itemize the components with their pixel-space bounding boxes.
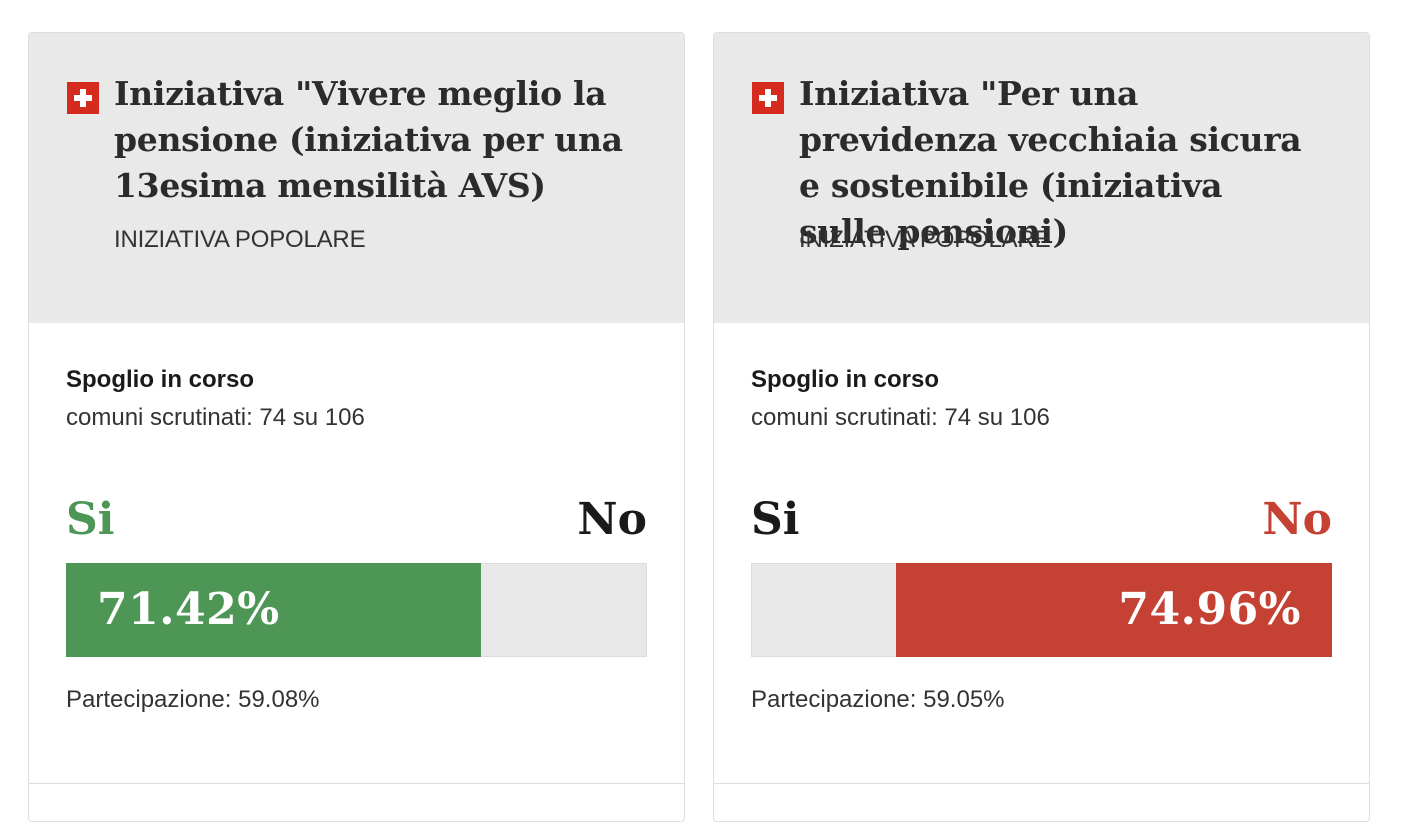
turnout: Partecipazione: 59.05% xyxy=(751,686,1005,713)
swiss-flag-icon xyxy=(67,82,99,114)
count-status: Spoglio in corso xyxy=(66,366,255,393)
initiative-type: INIZIATIVA POPOLARE xyxy=(799,226,1051,253)
result-bar-fill xyxy=(896,563,1332,657)
card-divider xyxy=(714,783,1369,784)
initiative-title[interactable]: Iniziativa "Vivere meglio la pensione (i… xyxy=(114,74,623,205)
municipalities-counted: comuni scrutinati: 74 su 106 xyxy=(751,404,1050,431)
turnout: Partecipazione: 59.08% xyxy=(66,686,320,713)
vote-result-card: Iniziativa "Vivere meglio la pensione (i… xyxy=(28,32,685,822)
no-label: No xyxy=(1262,494,1332,545)
card-divider xyxy=(29,783,684,784)
initiative-title[interactable]: Iniziativa "Per una previdenza vecchiaia… xyxy=(799,74,1302,251)
count-status: Spoglio in corso xyxy=(751,366,940,393)
no-label: No xyxy=(577,494,647,545)
result-bar-fill xyxy=(66,563,481,657)
result-percentage: 71.42% xyxy=(97,584,280,635)
result-bar: 74.96% xyxy=(751,563,1332,657)
vote-result-card: Iniziativa "Per una previdenza vecchiaia… xyxy=(713,32,1370,822)
result-percentage: 74.96% xyxy=(1118,584,1301,635)
yes-label: Si xyxy=(66,494,115,545)
yes-label: Si xyxy=(751,494,800,545)
card-header: Iniziativa "Vivere meglio la pensione (i… xyxy=(29,33,684,323)
swiss-flag-icon xyxy=(752,82,784,114)
result-bar: 71.42% xyxy=(66,563,647,657)
initiative-type: INIZIATIVA POPOLARE xyxy=(114,226,366,253)
municipalities-counted: comuni scrutinati: 74 su 106 xyxy=(66,404,365,431)
card-header: Iniziativa "Per una previdenza vecchiaia… xyxy=(714,33,1369,323)
